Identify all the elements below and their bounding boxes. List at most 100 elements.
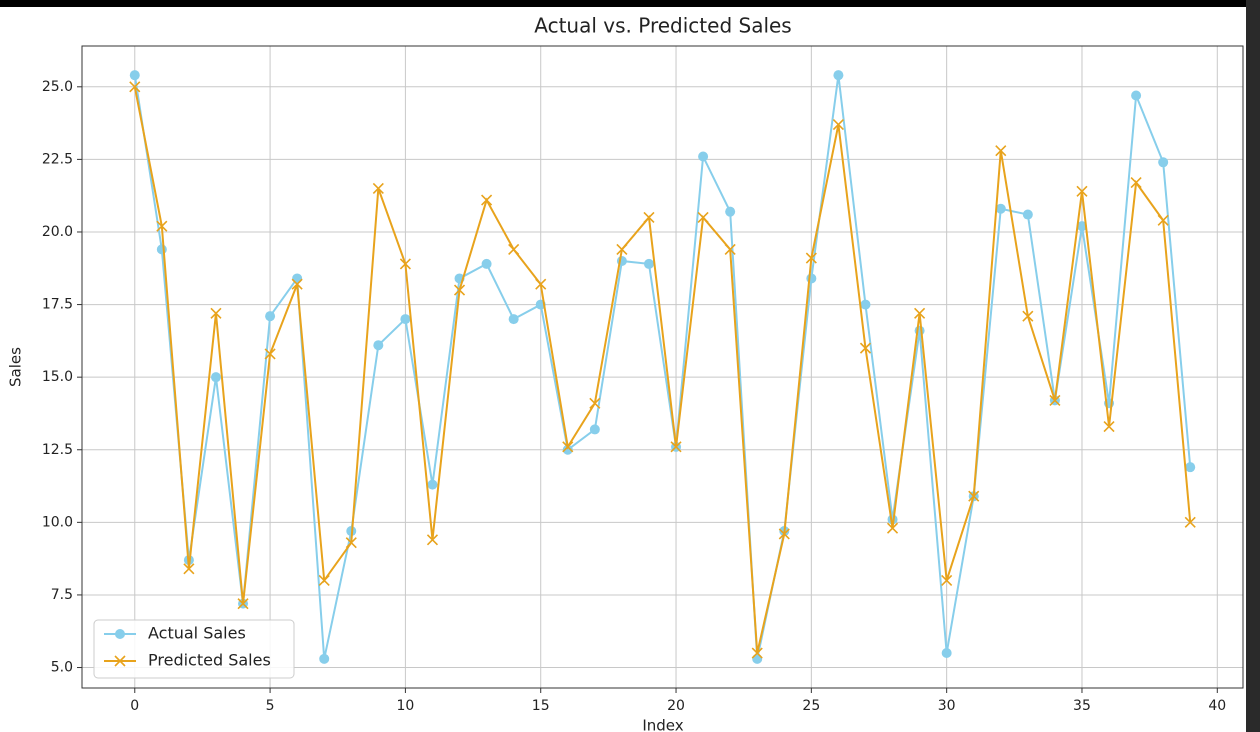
data-point (319, 653, 330, 664)
data-point (400, 314, 411, 325)
data-point (1184, 516, 1196, 528)
x-tick-label: 15 (532, 698, 550, 714)
data-point (941, 574, 953, 586)
x-tick-label: 40 (1208, 698, 1226, 714)
data-point (129, 81, 141, 93)
data-point (264, 348, 276, 360)
chart-title: Actual vs. Predicted Sales (534, 14, 791, 38)
plot-frame (81, 45, 1244, 689)
legend-label: Actual Sales (148, 624, 246, 643)
data-point (183, 563, 195, 575)
x-tick-label: 5 (266, 698, 275, 714)
data-point (725, 206, 736, 217)
data-point (345, 537, 357, 549)
data-point (941, 648, 952, 659)
data-point (995, 203, 1006, 214)
y-tick-label: 5.0 (51, 660, 73, 676)
data-point (1022, 209, 1033, 220)
data-point (752, 653, 763, 664)
data-point (1131, 90, 1142, 101)
x-tick-label: 10 (396, 698, 414, 714)
y-tick-label: 10.0 (42, 514, 73, 530)
x-tick-label: 0 (130, 698, 139, 714)
data-point (562, 441, 574, 453)
data-point (1049, 394, 1061, 406)
y-tick-label: 22.5 (42, 151, 73, 167)
data-point (399, 258, 411, 270)
data-point (210, 307, 222, 319)
x-tick-label: 30 (938, 698, 956, 714)
y-tick-label: 12.5 (42, 442, 73, 458)
y-tick-label: 17.5 (42, 297, 73, 313)
data-point (318, 574, 330, 586)
data-point (698, 151, 709, 162)
data-point (372, 182, 384, 194)
data-point (860, 299, 871, 310)
y-tick-label: 25.0 (42, 79, 73, 95)
data-point (237, 598, 249, 610)
data-point (832, 118, 844, 131)
data-point (481, 194, 493, 206)
legend-marker (114, 655, 126, 667)
data-point (589, 424, 600, 435)
data-point (751, 647, 763, 659)
data-point (481, 258, 492, 269)
data-point (589, 397, 601, 409)
data-point (1158, 157, 1169, 168)
data-point (859, 342, 872, 354)
data-point (670, 441, 682, 453)
data-point (1076, 221, 1087, 232)
right-edge (1246, 0, 1260, 732)
data-point (697, 211, 709, 224)
x-tick-label: 35 (1073, 698, 1091, 714)
data-point (1185, 462, 1196, 473)
data-point (968, 490, 980, 502)
data-point (292, 273, 303, 284)
data-point (129, 70, 140, 81)
data-point (508, 314, 519, 325)
data-point (806, 273, 817, 284)
data-point (156, 244, 167, 255)
data-point (995, 145, 1007, 157)
data-point (1103, 420, 1115, 433)
data-point (427, 479, 438, 490)
data-point (643, 211, 655, 224)
top-bar (0, 0, 1260, 7)
data-point (1076, 185, 1088, 197)
data-point (616, 243, 628, 255)
data-point (291, 278, 303, 290)
legend-marker (115, 629, 125, 639)
y-tick-label: 20.0 (42, 224, 73, 240)
x-tick-label: 25 (802, 698, 820, 714)
data-point (778, 528, 790, 540)
data-point (914, 307, 926, 319)
data-point (265, 311, 276, 322)
legend-box (93, 619, 295, 679)
series-line (133, 75, 1192, 660)
data-point (156, 220, 168, 232)
series-line (133, 86, 1192, 654)
legend-label: Predicted Sales (148, 651, 271, 670)
data-point (886, 522, 899, 534)
data-point (724, 243, 736, 255)
x-tick-label: 20 (667, 698, 685, 714)
data-point (1022, 310, 1034, 322)
y-tick-label: 7.5 (51, 587, 73, 603)
data-point (833, 70, 844, 81)
data-point (426, 534, 439, 546)
data-point (562, 444, 573, 455)
y-axis-label: Sales (7, 347, 25, 387)
data-point (1157, 214, 1169, 226)
data-point (1130, 177, 1142, 189)
data-point (535, 278, 547, 290)
x-axis-label: Index (642, 717, 683, 732)
y-tick-label: 15.0 (42, 369, 73, 385)
data-point (643, 258, 654, 269)
data-point (373, 340, 384, 351)
data-point (508, 243, 520, 255)
data-point (453, 284, 466, 296)
data-point (210, 372, 221, 383)
data-point (805, 252, 817, 264)
